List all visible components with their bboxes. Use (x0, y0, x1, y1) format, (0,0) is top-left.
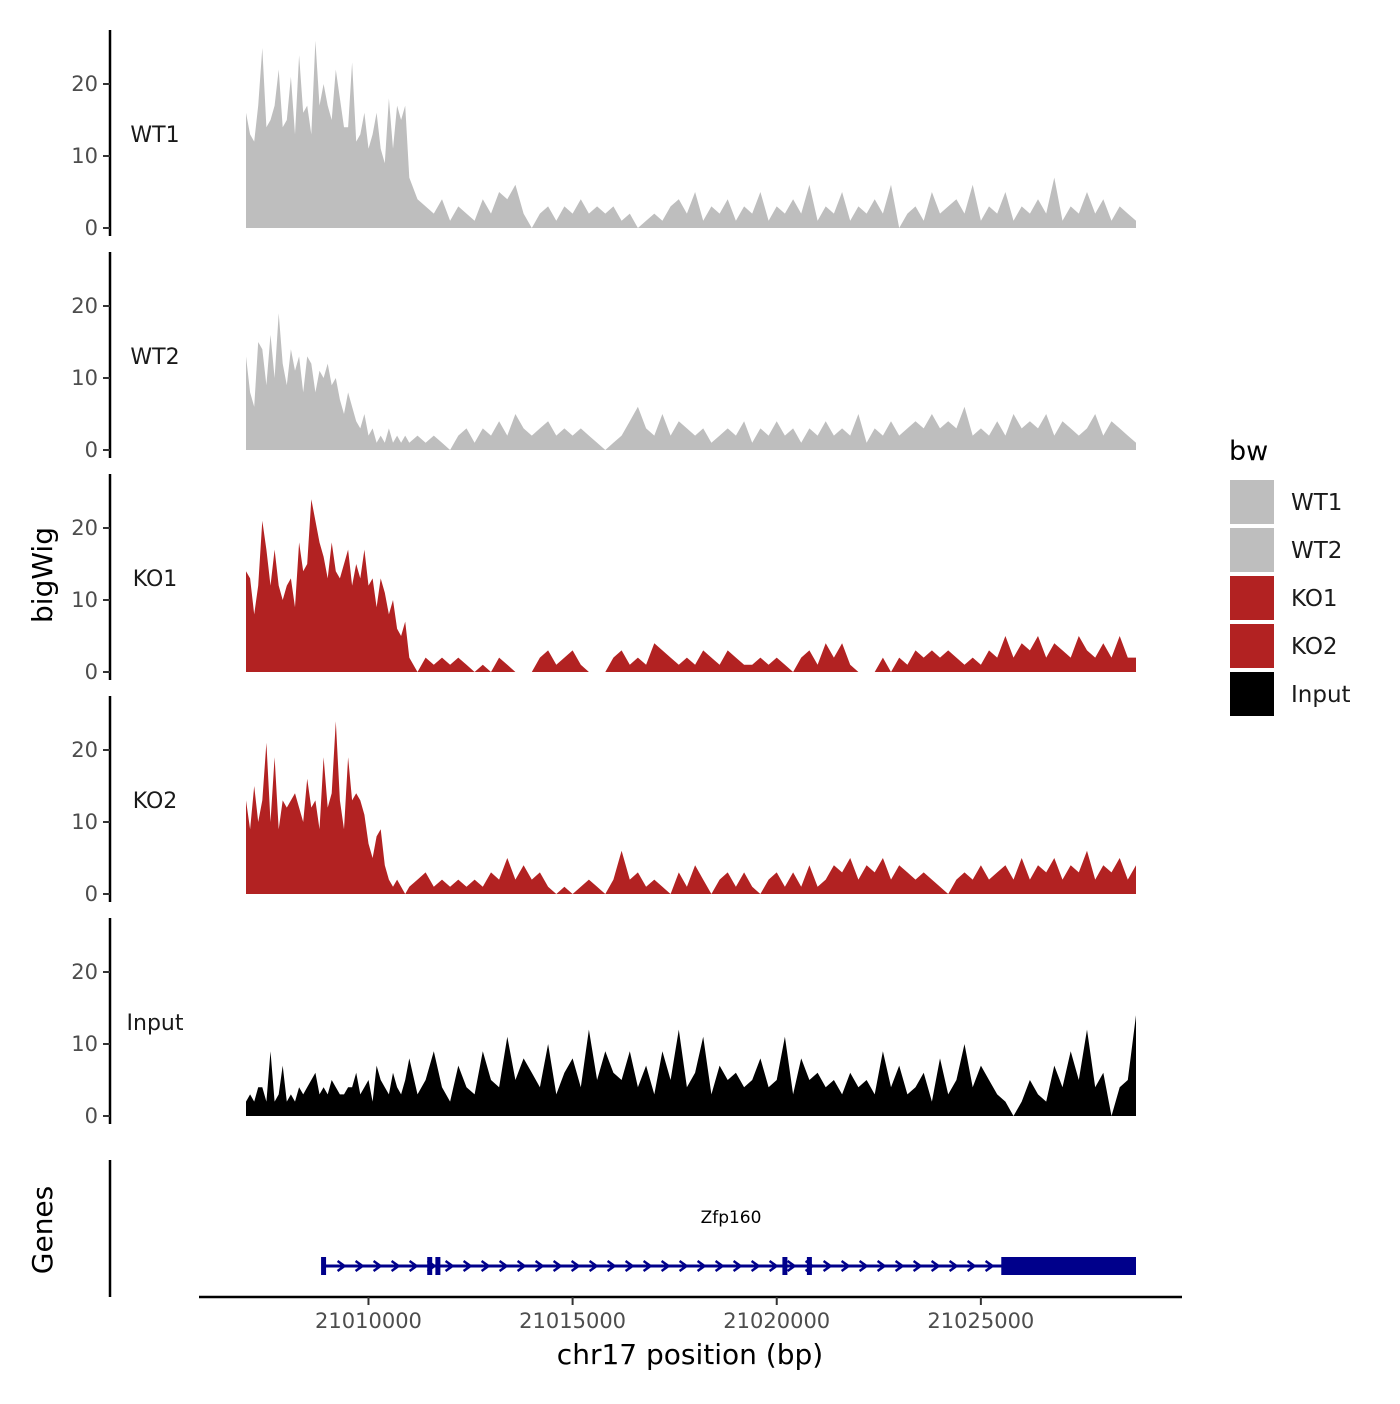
legend-swatch-ko1 (1230, 576, 1274, 620)
track-wt1: 0 10 20 WT1 (71, 30, 1136, 240)
coverage-area-wt1 (246, 40, 1136, 228)
y-tick-label: 0 (85, 1104, 98, 1128)
legend-label-wt2: WT2 (1291, 538, 1342, 564)
track-ko1: 0 10 20 KO1 (71, 474, 1136, 684)
strand-arrow (696, 1259, 707, 1273)
legend-swatch-input (1230, 672, 1274, 716)
strand-arrow (876, 1259, 887, 1273)
y-tick-label: 20 (71, 960, 98, 984)
y-tick-label: 20 (71, 72, 98, 96)
gene-name-label: Zfp160 (701, 1208, 762, 1228)
y-tick-label: 20 (71, 516, 98, 540)
legend-swatch-ko2 (1230, 624, 1274, 668)
legend: bw WT1 WT2 KO1 KO2 Input (1229, 436, 1351, 716)
y-tick-label: 10 (71, 1032, 98, 1056)
exon-mark (427, 1257, 433, 1275)
x-tick-label: 21010000 (315, 1309, 422, 1333)
strand-arrow (570, 1259, 581, 1273)
track-label: WT1 (130, 123, 179, 148)
strand-arrow (390, 1259, 401, 1273)
strand-arrow (912, 1259, 923, 1273)
track-input: 0 10 20 Input (71, 918, 1136, 1128)
exon-mark (806, 1257, 812, 1275)
y-tick-label: 0 (85, 882, 98, 906)
exon-mark (435, 1257, 441, 1275)
strand-arrow (858, 1259, 869, 1273)
strand-arrow (966, 1259, 977, 1273)
y-tick-label: 0 (85, 438, 98, 462)
coverage-area-input (246, 1015, 1136, 1116)
exon-mark (782, 1257, 788, 1275)
x-axis-title: chr17 position (bp) (557, 1338, 823, 1371)
x-axis: 21010000 21015000 21020000 21025000 (199, 1295, 1182, 1333)
y-tick-label: 10 (71, 144, 98, 168)
x-tick-label: 21015000 (519, 1309, 626, 1333)
track-label: KO2 (133, 789, 178, 814)
strand-arrow (822, 1259, 833, 1273)
strand-arrow (336, 1259, 347, 1273)
strand-arrow (624, 1259, 635, 1273)
track-label: WT2 (130, 345, 179, 370)
legend-title: bw (1229, 436, 1268, 467)
strand-arrow (354, 1259, 365, 1273)
strand-arrow (894, 1259, 905, 1273)
strand-arrow (786, 1259, 797, 1273)
track-ko2: 0 10 20 KO2 (71, 696, 1136, 906)
y-tick-label: 10 (71, 588, 98, 612)
track-label: Input (127, 1011, 184, 1036)
x-tick-label: 21025000 (927, 1309, 1034, 1333)
coverage-area-ko1 (246, 499, 1136, 672)
legend-label-input: Input (1291, 682, 1351, 708)
strand-arrow (840, 1259, 851, 1273)
strand-arrow (678, 1259, 689, 1273)
legend-label-wt1: WT1 (1291, 490, 1342, 516)
strand-arrow (984, 1259, 995, 1273)
strand-arrow (408, 1259, 419, 1273)
strand-arrow (768, 1259, 779, 1273)
strand-arrow (606, 1259, 617, 1273)
strand-arrow (750, 1259, 761, 1273)
strand-arrow (642, 1259, 653, 1273)
strand-arrow (480, 1259, 491, 1273)
strand-arrow (930, 1259, 941, 1273)
legend-label-ko2: KO2 (1291, 634, 1338, 660)
strand-arrow (552, 1259, 563, 1273)
strand-arrow (372, 1259, 383, 1273)
y-tick-label: 0 (85, 660, 98, 684)
strand-arrow (660, 1259, 671, 1273)
strand-arrow (714, 1259, 725, 1273)
legend-swatch-wt2 (1230, 528, 1274, 572)
exon-mark (321, 1257, 327, 1275)
legend-swatch-wt1 (1230, 480, 1274, 524)
coverage-area-ko2 (246, 721, 1136, 894)
strand-arrow (588, 1259, 599, 1273)
y-axis-title: bigWig (26, 527, 59, 623)
strand-arrow (444, 1259, 455, 1273)
y-tick-label: 0 (85, 216, 98, 240)
y-tick-label: 10 (71, 366, 98, 390)
coverage-area-wt2 (246, 313, 1136, 450)
strand-arrow (732, 1259, 743, 1273)
strand-arrow (462, 1259, 473, 1273)
y-tick-label: 20 (71, 738, 98, 762)
gene-track: Zfp160 (108, 1160, 1136, 1297)
y-tick-label: 10 (71, 810, 98, 834)
gene-cds-block (1001, 1257, 1136, 1275)
y-tick-label: 20 (71, 294, 98, 318)
x-tick-label: 21020000 (723, 1309, 830, 1333)
strand-arrow (516, 1259, 527, 1273)
strand-arrow (948, 1259, 959, 1273)
strand-arrow (534, 1259, 545, 1273)
track-label: KO1 (133, 567, 178, 592)
strand-arrow (498, 1259, 509, 1273)
track-wt2: 0 10 20 WT2 (71, 252, 1136, 462)
tracks-layer: 0 10 20 WT1 0 10 20 WT2 0 10 20 KO1 0 10 20 KO2 0 10 20 Inp… (71, 30, 1136, 1128)
genes-axis-title: Genes (26, 1186, 59, 1274)
legend-label-ko1: KO1 (1291, 586, 1338, 612)
